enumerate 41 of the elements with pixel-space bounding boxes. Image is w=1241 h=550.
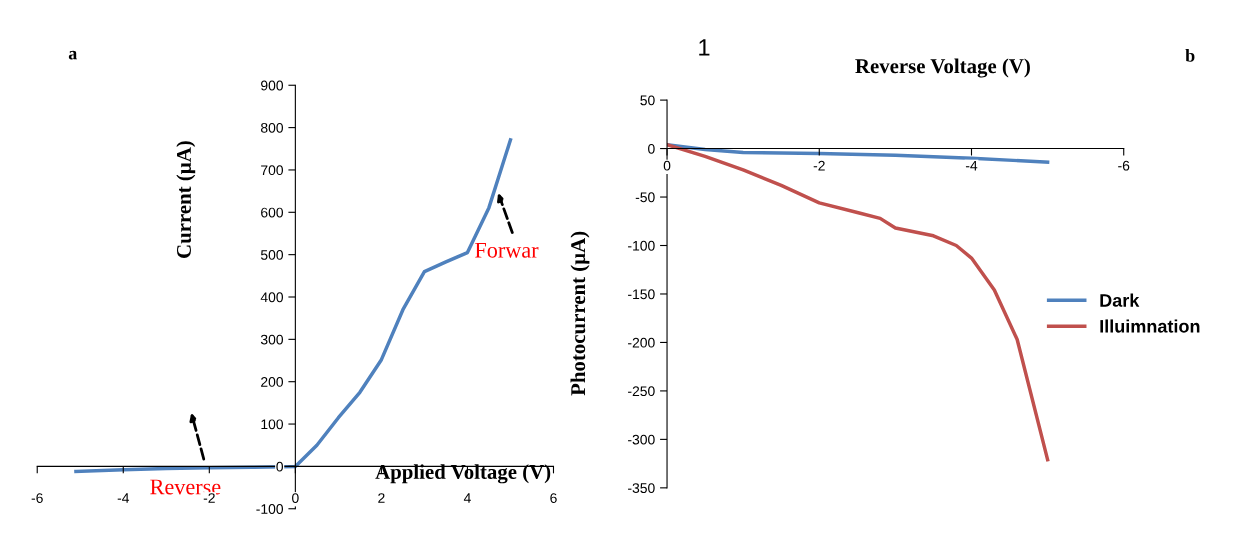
x-tick-label: 0 bbox=[663, 160, 671, 171]
y-tick-label: 400 bbox=[260, 292, 284, 303]
y-tick-label: -350 bbox=[628, 483, 655, 494]
x-tick-label: -4 bbox=[965, 160, 978, 171]
y-axis-title: Current (µA) bbox=[176, 141, 196, 258]
x-tick-label: 0 bbox=[292, 493, 299, 503]
y-tick-label: 700 bbox=[261, 165, 284, 176]
y-axis-title: Photocurrent (µA) bbox=[570, 231, 590, 396]
y-tick-label: 100 bbox=[261, 419, 284, 430]
y-tick-label: 300 bbox=[260, 334, 284, 345]
annotation: Reverse bbox=[150, 479, 221, 495]
x-axis-title: Reverse Voltage (V) bbox=[855, 58, 1030, 78]
y-tick-label: -50 bbox=[635, 192, 655, 203]
y-tick-label: 900 bbox=[261, 80, 284, 91]
annotation: Forwar bbox=[475, 242, 539, 258]
y-tick-label: 200 bbox=[261, 377, 284, 387]
x-tick-label: 2 bbox=[378, 493, 385, 503]
y-tick-label: 0 bbox=[648, 143, 655, 154]
y-tick-label: -200 bbox=[628, 337, 655, 348]
y-tick-label: 0 bbox=[276, 461, 284, 472]
y-tick-label: -300 bbox=[628, 434, 655, 445]
text: 1 bbox=[699, 39, 710, 56]
x-tick-label: -2 bbox=[203, 493, 215, 503]
y-tick-label: 50 bbox=[640, 95, 655, 106]
x-tick-label: 6 bbox=[550, 493, 557, 503]
x-tick-label: -6 bbox=[1118, 160, 1130, 171]
y-tick-label: 600 bbox=[261, 207, 284, 218]
x-tick-label: -4 bbox=[117, 493, 130, 503]
y-tick-label: -100 bbox=[256, 504, 284, 514]
y-tick-label: 500 bbox=[260, 249, 284, 260]
legend-label: Dark bbox=[1100, 293, 1140, 307]
y-tick-label: -250 bbox=[628, 386, 655, 397]
y-tick-label: -150 bbox=[628, 289, 655, 300]
y-tick-label: 800 bbox=[260, 122, 284, 133]
text: a bbox=[68, 50, 78, 60]
text: b bbox=[1185, 49, 1195, 62]
y-tick-label: -100 bbox=[628, 240, 655, 251]
x-tick-label: -2 bbox=[813, 160, 825, 171]
x-tick-label: 4 bbox=[463, 493, 471, 503]
legend-label: Illuimnation bbox=[1100, 319, 1200, 333]
x-tick-label: -6 bbox=[31, 493, 43, 503]
